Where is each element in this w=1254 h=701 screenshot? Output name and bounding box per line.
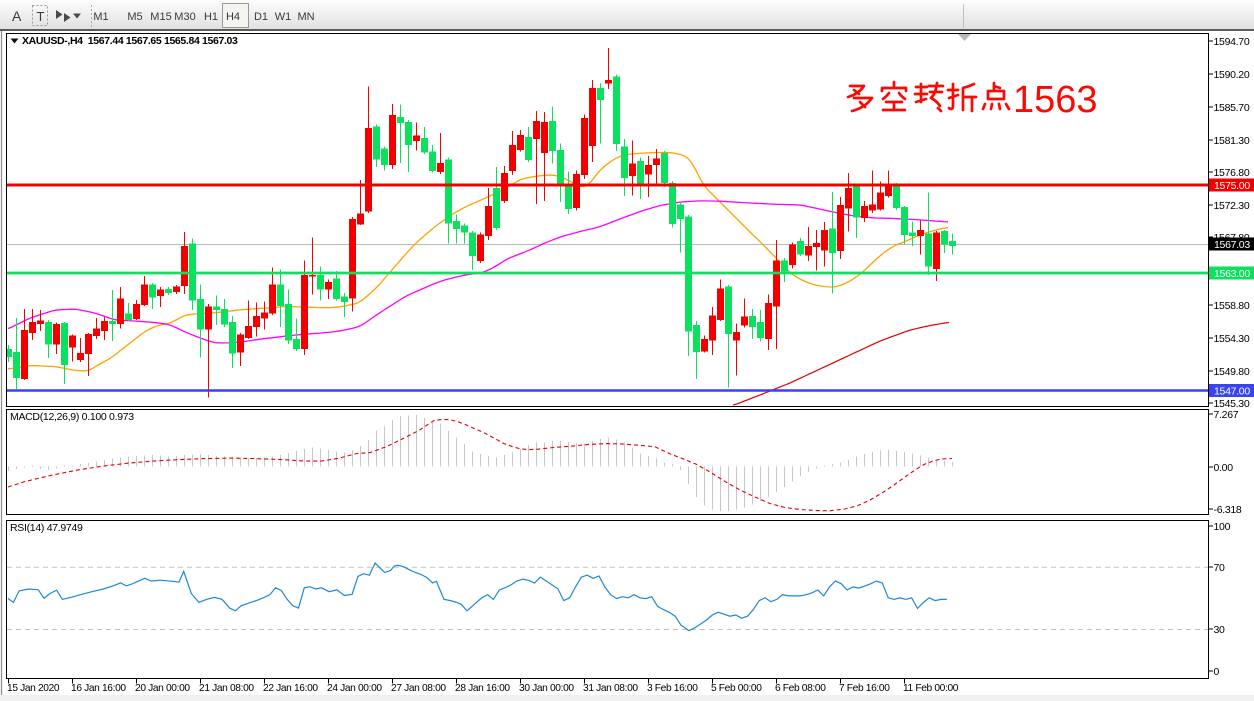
svg-text:1575.00: 1575.00 <box>1214 180 1250 192</box>
svg-text:6 Feb 08:00: 6 Feb 08:00 <box>775 683 826 694</box>
svg-text:-6.318: -6.318 <box>1214 504 1242 516</box>
svg-text:A: A <box>12 8 22 24</box>
svg-text:100: 100 <box>1214 521 1231 533</box>
svg-text:1549.80: 1549.80 <box>1214 366 1250 378</box>
svg-text:16 Jan 16:00: 16 Jan 16:00 <box>71 683 126 694</box>
svg-text:3 Feb 16:00: 3 Feb 16:00 <box>647 683 698 694</box>
svg-text:1563: 1563 <box>1013 79 1098 121</box>
svg-text:27 Jan 08:00: 27 Jan 08:00 <box>391 683 446 694</box>
svg-text:M30: M30 <box>174 11 195 23</box>
svg-text:H4: H4 <box>226 11 240 23</box>
svg-text:0.00: 0.00 <box>1214 462 1234 474</box>
svg-text:31 Jan 08:00: 31 Jan 08:00 <box>583 683 638 694</box>
svg-text:1572.30: 1572.30 <box>1214 200 1250 212</box>
svg-text:D1: D1 <box>254 11 268 23</box>
svg-text:M15: M15 <box>150 11 171 23</box>
svg-text:30: 30 <box>1214 624 1226 636</box>
svg-text:W1: W1 <box>275 11 292 23</box>
svg-text:28 Jan 16:00: 28 Jan 16:00 <box>455 683 510 694</box>
svg-text:1545.30: 1545.30 <box>1214 398 1250 410</box>
svg-text:MACD(12,26,9) 0.100 0.973: MACD(12,26,9) 0.100 0.973 <box>10 411 134 423</box>
svg-text:1590.20: 1590.20 <box>1214 69 1250 81</box>
svg-text:1567.03: 1567.03 <box>1214 239 1250 251</box>
svg-text:0: 0 <box>1214 666 1220 678</box>
svg-text:22 Jan 16:00: 22 Jan 16:00 <box>263 683 318 694</box>
svg-text:RSI(14) 47.9749: RSI(14) 47.9749 <box>10 522 83 534</box>
svg-text:70: 70 <box>1214 562 1226 574</box>
svg-text:1594.70: 1594.70 <box>1214 36 1250 48</box>
svg-text:30 Jan 00:00: 30 Jan 00:00 <box>519 683 574 694</box>
svg-text:20 Jan 00:00: 20 Jan 00:00 <box>135 683 190 694</box>
svg-text:7.267: 7.267 <box>1214 409 1239 421</box>
svg-text:5 Feb 00:00: 5 Feb 00:00 <box>711 683 762 694</box>
svg-text:21 Jan 08:00: 21 Jan 08:00 <box>199 683 254 694</box>
svg-text:24 Jan 00:00: 24 Jan 00:00 <box>327 683 382 694</box>
svg-text:1563.00: 1563.00 <box>1214 268 1250 280</box>
svg-text:T: T <box>37 9 45 24</box>
svg-text:M5: M5 <box>127 11 142 23</box>
svg-text:H1: H1 <box>204 11 218 23</box>
svg-text:11 Feb 00:00: 11 Feb 00:00 <box>903 683 959 694</box>
svg-text:1576.80: 1576.80 <box>1214 167 1250 179</box>
svg-text:7 Feb 16:00: 7 Feb 16:00 <box>839 683 890 694</box>
svg-text:1558.80: 1558.80 <box>1214 300 1250 312</box>
svg-text:1547.00: 1547.00 <box>1214 386 1250 398</box>
svg-text:1554.30: 1554.30 <box>1214 333 1250 345</box>
svg-text:MN: MN <box>297 11 314 23</box>
svg-text:1585.70: 1585.70 <box>1214 102 1250 114</box>
svg-text:1581.30: 1581.30 <box>1214 135 1250 147</box>
svg-text:15 Jan 2020: 15 Jan 2020 <box>7 683 60 694</box>
svg-text:M1: M1 <box>93 11 108 23</box>
svg-text:XAUUSD-,H4 1567.44 1567.65 15: XAUUSD-,H4 1567.44 1567.65 1565.84 1567.… <box>22 35 238 47</box>
